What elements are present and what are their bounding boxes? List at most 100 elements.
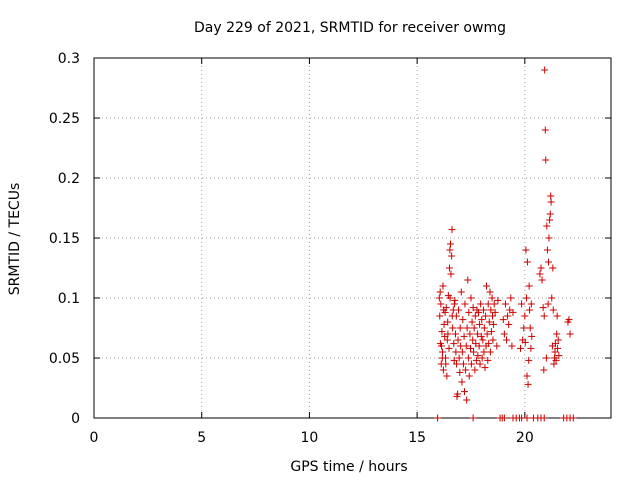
data-point [508, 342, 516, 350]
data-point [524, 380, 532, 388]
data-point [456, 368, 464, 376]
data-point [455, 354, 463, 362]
data-point [541, 66, 549, 74]
data-point [467, 360, 475, 368]
data-point [542, 156, 550, 164]
data-point [448, 226, 456, 234]
data-point [469, 304, 477, 312]
data-point [438, 354, 446, 362]
data-point [546, 216, 554, 224]
data-point [544, 300, 552, 308]
data-point [445, 344, 453, 352]
data-point [487, 306, 495, 314]
data-point [476, 360, 484, 368]
data-point [551, 340, 559, 348]
data-point [475, 308, 483, 316]
data-point [486, 348, 494, 356]
data-point [554, 344, 562, 352]
data-point [454, 306, 462, 314]
x-tick-label: 10 [301, 430, 319, 446]
data-point [446, 246, 454, 254]
data-point [446, 294, 454, 302]
data-point [471, 366, 479, 374]
data-point [538, 276, 546, 284]
data-point [479, 306, 487, 314]
data-point [488, 294, 496, 302]
data-point [450, 340, 458, 348]
data-point [482, 312, 490, 320]
data-point [564, 318, 572, 326]
data-point [555, 352, 563, 360]
data-point [458, 348, 466, 356]
data-point [449, 324, 457, 332]
data-point [494, 296, 502, 304]
data-point [548, 294, 556, 302]
data-point [500, 414, 508, 422]
data-point [467, 344, 475, 352]
data-point [542, 354, 550, 362]
data-point [486, 288, 494, 296]
axis-ticks: 0 5 10 15 20 0 0.05 0.1 0.15 0.2 0.25 0.3 [49, 51, 611, 446]
data-point [434, 414, 442, 422]
data-point [450, 300, 458, 308]
data-point [478, 354, 486, 362]
data-point [547, 198, 555, 206]
data-point [468, 318, 476, 326]
data-point [480, 348, 488, 356]
data-point [473, 330, 481, 338]
data-point [459, 316, 467, 324]
data-point [499, 316, 507, 324]
data-point [483, 330, 491, 338]
data-point [547, 192, 555, 200]
data-point [500, 330, 508, 338]
data-point [443, 372, 451, 380]
data-point [462, 342, 470, 350]
data-point [459, 360, 467, 368]
data-point [438, 328, 446, 336]
data-point [440, 306, 448, 314]
data-point [452, 348, 460, 356]
data-point [527, 300, 535, 308]
data-point [523, 258, 531, 266]
data-point [447, 270, 455, 278]
data-point [451, 330, 459, 338]
data-point [543, 246, 551, 254]
data-point [480, 324, 488, 332]
data-point [540, 312, 548, 320]
data-point [505, 320, 513, 328]
data-point [461, 300, 469, 308]
data-point [507, 294, 515, 302]
data-point [554, 336, 562, 344]
data-point [491, 308, 499, 316]
data-point [487, 328, 495, 336]
data-point [460, 332, 468, 340]
data-point [439, 366, 447, 374]
data-point [444, 330, 452, 338]
x-tick-label: 15 [408, 430, 426, 446]
y-tick-label: 0.1 [58, 291, 80, 307]
data-point [472, 356, 480, 364]
data-point [509, 308, 517, 316]
y-tick-label: 0.2 [58, 171, 80, 187]
data-point [443, 336, 451, 344]
data-point [525, 356, 533, 364]
data-point [552, 356, 560, 364]
data-point [466, 330, 474, 338]
data-point [444, 318, 452, 326]
data-point [501, 300, 509, 308]
data-point [539, 304, 547, 312]
data-point [440, 320, 448, 328]
data-point [436, 312, 444, 320]
x-axis-label: GPS time / hours [290, 459, 407, 475]
data-points [434, 66, 577, 422]
y-axis-label: SRMTID / TECUs [7, 183, 23, 296]
data-point [540, 414, 548, 422]
y-tick-label: 0.05 [49, 351, 80, 367]
data-point [442, 360, 450, 368]
data-point [463, 324, 471, 332]
grid-lines [94, 58, 611, 418]
data-point [454, 390, 462, 398]
data-point [517, 344, 525, 352]
data-point [527, 344, 535, 352]
data-point [467, 294, 475, 302]
